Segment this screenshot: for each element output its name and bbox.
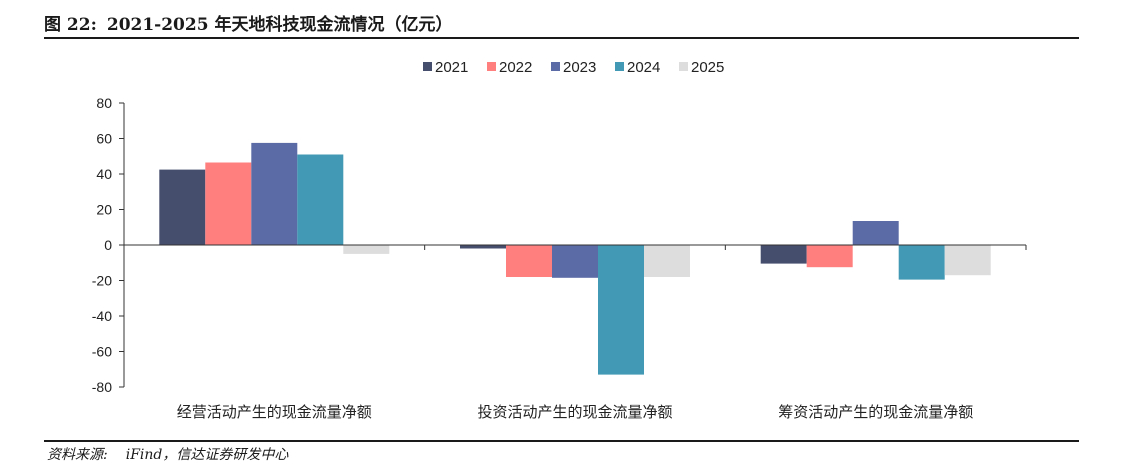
bar-2021-3: [760, 245, 807, 264]
bars: [159, 142, 991, 375]
figure-title-text: 2021-2025 年天地科技现金流情况（亿元）: [106, 15, 453, 35]
x-axis-labels: 经营活动产生的现金流量净额 投资活动产生的现金流量净额 筹资活动产生的现金流量净额: [177, 404, 973, 421]
y-tick-label: 60: [96, 131, 112, 147]
bar-2022-3: [806, 245, 853, 268]
y-tick-label: 0: [104, 237, 112, 253]
figure-label: 图 22:: [44, 15, 97, 35]
legend-swatch: [423, 62, 432, 71]
y-tick-label: -40: [92, 308, 112, 324]
legend-item-2021: 2021: [423, 59, 468, 76]
legend-label: 2025: [691, 59, 724, 76]
bar-2024-2: [598, 245, 644, 375]
bottom-rule: [44, 440, 1079, 442]
bar-2021-2: [460, 245, 506, 249]
bar-2025-3: [944, 245, 991, 276]
y-tick-label: 80: [96, 95, 112, 111]
legend-item-2024: 2024: [615, 59, 660, 76]
bar-2023-3: [852, 221, 899, 245]
legend-item-2022: 2022: [487, 59, 532, 76]
legend-label: 2022: [499, 59, 532, 76]
bar-2025-2: [644, 245, 690, 277]
y-tick-label: 40: [96, 166, 112, 182]
legend-item-2023: 2023: [551, 59, 596, 76]
category-label-3: 筹资活动产生的现金流量净额: [778, 404, 973, 421]
source-note: 资料来源: iFind，信达证券研发中心: [47, 444, 288, 464]
legend-swatch: [679, 62, 688, 71]
bar-2022-2: [506, 245, 552, 277]
y-tick-label: -60: [92, 344, 112, 360]
bar-2024-3: [898, 245, 945, 280]
y-tick-label: -80: [92, 379, 112, 395]
source-text: iFind，信达证券研发中心: [125, 447, 289, 463]
legend-swatch: [615, 62, 624, 71]
figure-title: 图 22: 2021-2025 年天地科技现金流情况（亿元）: [44, 10, 452, 35]
legend-swatch: [487, 62, 496, 71]
bar-2024-1: [297, 154, 344, 245]
top-rule: [44, 37, 1079, 39]
y-tick-label: -20: [92, 273, 112, 289]
y-axis-ticks: 80 60 40 20 0 -20 -40 -60 -80: [92, 95, 124, 395]
legend-label: 2024: [627, 59, 660, 76]
legend: 2021 2022 2023 2024 2025: [423, 59, 724, 76]
bar-2023-1: [251, 142, 298, 245]
bar-2022-1: [205, 162, 252, 245]
legend-label: 2021: [435, 59, 468, 76]
legend-label: 2023: [563, 59, 596, 76]
bar-2023-2: [552, 245, 598, 278]
category-label-1: 经营活动产生的现金流量净额: [177, 404, 372, 421]
category-label-2: 投资活动产生的现金流量净额: [477, 404, 672, 421]
source-label: 资料来源:: [47, 447, 108, 463]
legend-swatch: [551, 62, 560, 71]
legend-item-2025: 2025: [679, 59, 724, 76]
y-tick-label: 20: [96, 202, 112, 218]
bar-2021-1: [159, 169, 206, 245]
bar-2025-1: [343, 245, 390, 254]
